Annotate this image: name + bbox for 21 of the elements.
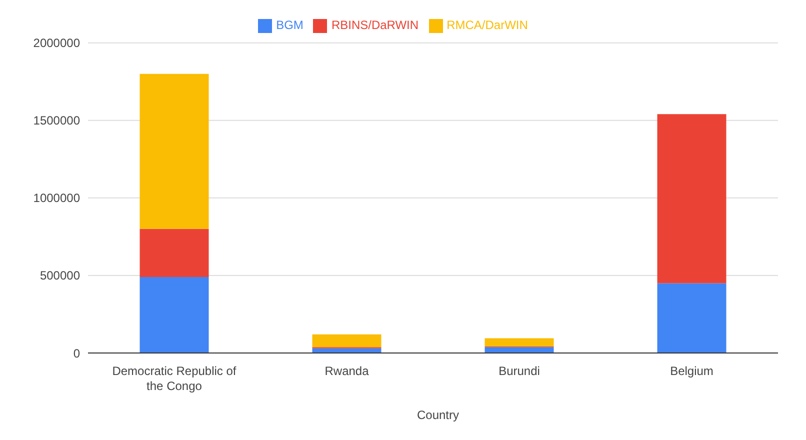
bar [657, 114, 726, 284]
x-tick-label: Belgium [670, 364, 714, 378]
bar [484, 338, 554, 346]
legend-label: RBINS/DaRWIN [331, 18, 419, 32]
y-tick-label: 500000 [40, 268, 80, 283]
bar [657, 283, 726, 353]
x-tick-label: Rwanda [324, 364, 370, 378]
x-tick-label: Burundi [498, 364, 540, 378]
y-tick-label: 2000000 [33, 36, 80, 50]
y-tick-label: 0 [73, 346, 80, 360]
y-tick-label: 1000000 [33, 191, 80, 206]
bar [140, 228, 209, 278]
legend-label: BGM [276, 18, 304, 32]
x-axis-title: Country [416, 408, 460, 422]
bar [312, 334, 382, 348]
bar [140, 277, 209, 353]
bar [140, 74, 209, 229]
y-tick-label: 1500000 [33, 114, 80, 128]
x-tick-label: Democratic Republic of the Congo [112, 364, 237, 393]
bar [484, 347, 554, 353]
legend-label: RMCA/DarWIN [446, 18, 528, 32]
